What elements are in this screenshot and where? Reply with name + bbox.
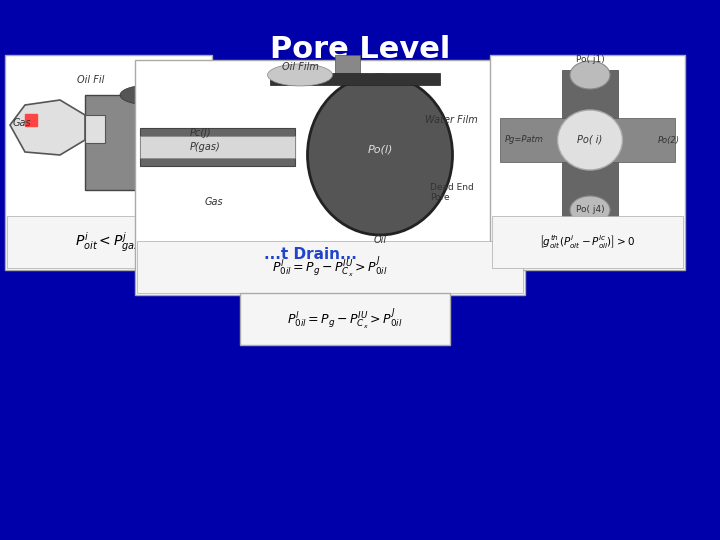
Bar [500, 118, 675, 162]
Ellipse shape [268, 64, 333, 86]
Bar [140, 128, 295, 166]
Text: Pore: Pore [430, 193, 449, 202]
Bar [25, 114, 37, 126]
Bar [490, 55, 685, 270]
Ellipse shape [307, 75, 452, 235]
Bar [7, 216, 210, 268]
Bar [492, 216, 683, 268]
Text: b) Imbibition: b) Imbibition [68, 161, 218, 185]
Bar [135, 60, 525, 295]
Text: $P_{oit}^i < P_{gas}^j$: $P_{oit}^i < P_{gas}^j$ [75, 230, 141, 254]
Text: Po( j1): Po( j1) [575, 56, 604, 64]
Text: $P_{0il}^l = P_g - P_{C_x}^{IU} > P_{0il}^J$: $P_{0il}^l = P_g - P_{C_x}^{IU} > P_{0il… [272, 255, 388, 279]
Text: Po(l): Po(l) [367, 145, 392, 155]
Bar [270, 73, 440, 85]
Ellipse shape [570, 61, 610, 89]
Text: Gas: Gas [205, 197, 224, 207]
PathPatch shape [10, 100, 85, 155]
Text: P(gas): P(gas) [190, 142, 221, 152]
Text: Displacement Mechanisms: Displacement Mechanisms [132, 65, 588, 94]
Bar [140, 136, 295, 158]
Bar [85, 95, 200, 190]
Text: Water Film: Water Film [425, 115, 478, 125]
Text: Pc(J): Pc(J) [190, 128, 212, 138]
Bar [137, 241, 523, 293]
Ellipse shape [120, 85, 180, 105]
Bar [240, 293, 450, 345]
Text: Pore Level: Pore Level [270, 36, 450, 64]
Text: a) Drainage: a) Drainage [68, 133, 207, 157]
Text: $\left[g_{oit}^{th}(P_{oit}^i - P_{oil}^{lc})\right] > 0$: $\left[g_{oit}^{th}(P_{oit}^i - P_{oil}^… [539, 233, 635, 251]
Bar [335, 55, 360, 80]
Bar [5, 55, 212, 270]
Bar [562, 70, 618, 220]
Text: Gas: Gas [13, 118, 32, 128]
Text: ...t Drain...: ...t Drain... [264, 247, 356, 262]
Text: Pg=Patm: Pg=Patm [505, 136, 544, 145]
Text: Dead End: Dead End [430, 183, 474, 192]
Text: $P_{0il}^l = P_g - P_{C_x}^{IU} > P_{0il}^J$: $P_{0il}^l = P_g - P_{C_x}^{IU} > P_{0il… [287, 307, 402, 331]
Bar [85, 115, 105, 143]
Text: Po( j4): Po( j4) [576, 206, 604, 214]
Text: 2-Phase Displacement Mechanisms: 2-Phase Displacement Mechanisms [43, 108, 462, 132]
Ellipse shape [557, 110, 623, 170]
Text: Oil: Oil [374, 235, 387, 245]
Text: Oil Film: Oil Film [282, 62, 318, 72]
Text: Po(2): Po(2) [658, 136, 680, 145]
Ellipse shape [570, 196, 610, 224]
Text: Oil Fil: Oil Fil [77, 75, 104, 85]
Text: Po( i): Po( i) [577, 135, 603, 145]
